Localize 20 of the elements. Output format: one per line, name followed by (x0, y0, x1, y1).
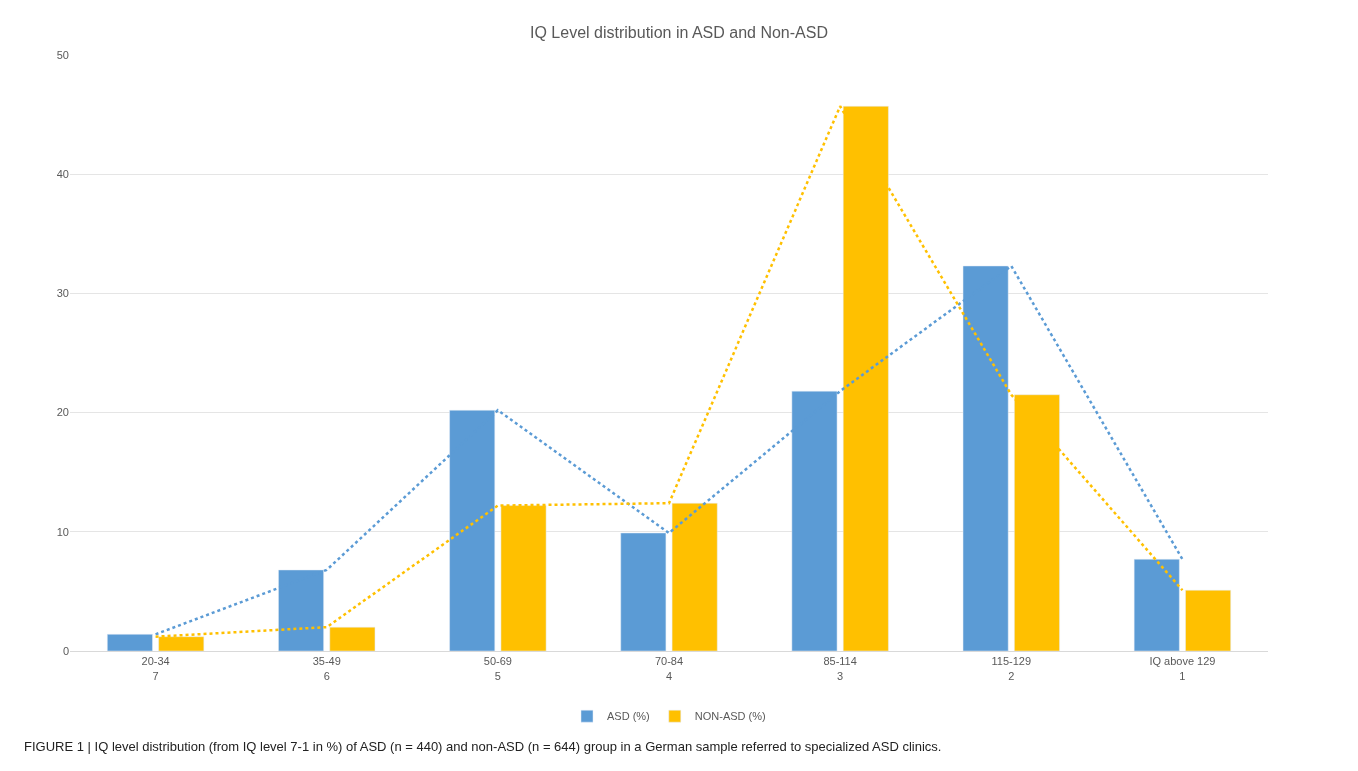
x-tick-label: 50-69 5 (483, 655, 512, 682)
y-tick-label: 40 (56, 168, 69, 181)
legend-label: NON-ASD (%) (694, 710, 766, 723)
x-tick-label: 115-129 2 (991, 655, 1032, 682)
y-tick-label: 50 (56, 48, 69, 61)
y-tick-label: 20 (56, 406, 69, 419)
y-tick-label: 10 (56, 525, 69, 538)
x-tick-label: IQ above 129 1 (1149, 655, 1216, 682)
x-tick-label: 20-34 7 (141, 655, 170, 682)
legend-label: ASD (%) (607, 710, 650, 723)
bar (1133, 558, 1180, 651)
y-tick-label: 0 (62, 644, 69, 657)
bar (107, 634, 153, 651)
chart-title: IQ Level distribution in ASD and Non-ASD (530, 24, 828, 42)
x-tick-label: 70-84 4 (654, 655, 684, 682)
caption: FIGURE 1 | IQ level distribution (from IQ level 7-1 in %) of ASD (n = 440) and non-ASD (n = 644) group in a German sample referred to specialized ASD clinics. (24, 739, 942, 754)
x-tick-label: 35-49 6 (312, 655, 341, 682)
x-tick-label: 85-114 3 (823, 655, 857, 682)
bar (1185, 589, 1231, 651)
y-tick-label: 30 (56, 287, 69, 300)
